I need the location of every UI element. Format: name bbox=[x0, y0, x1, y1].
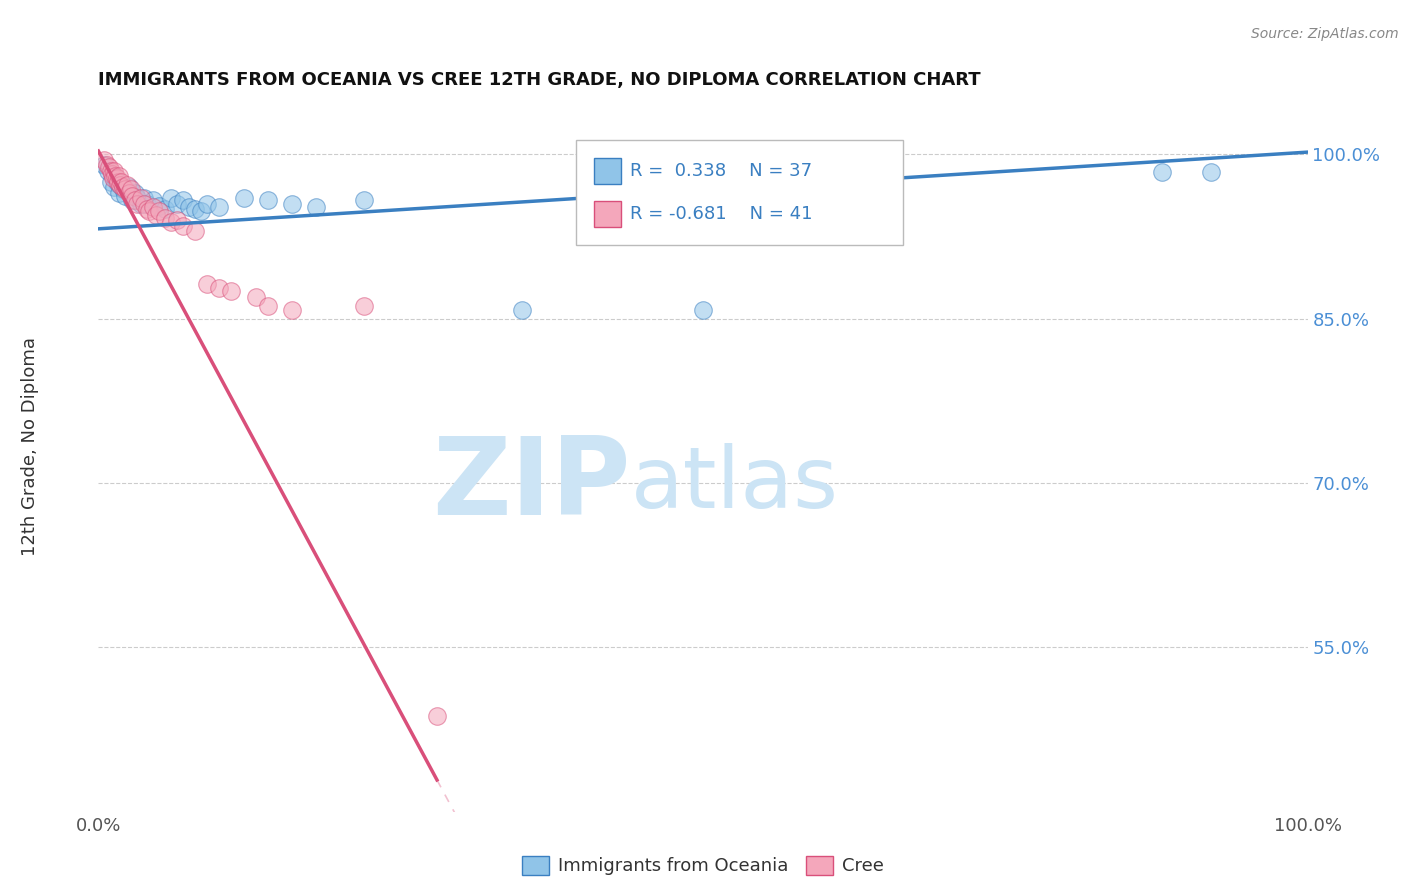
Point bbox=[692, 302, 714, 317]
Point bbox=[93, 153, 115, 167]
Point bbox=[145, 208, 167, 222]
Point bbox=[232, 191, 254, 205]
Text: Source: ZipAtlas.com: Source: ZipAtlas.com bbox=[1251, 27, 1399, 41]
Point bbox=[103, 163, 125, 178]
Point bbox=[100, 175, 122, 189]
Point bbox=[108, 186, 131, 200]
Point bbox=[124, 194, 146, 208]
Point bbox=[195, 277, 218, 291]
Point bbox=[166, 196, 188, 211]
Point bbox=[120, 182, 142, 196]
Point bbox=[129, 191, 152, 205]
Point bbox=[245, 290, 267, 304]
Point bbox=[105, 175, 128, 189]
Point bbox=[172, 219, 194, 233]
Point bbox=[98, 161, 121, 175]
Point bbox=[118, 180, 141, 194]
Point bbox=[281, 196, 304, 211]
Point bbox=[208, 281, 231, 295]
Point bbox=[129, 196, 152, 211]
Point bbox=[1152, 165, 1174, 179]
Point bbox=[426, 709, 449, 723]
Point bbox=[160, 191, 183, 205]
Text: 12th Grade, No Diploma: 12th Grade, No Diploma bbox=[21, 336, 39, 556]
Point bbox=[127, 196, 149, 211]
Point bbox=[134, 191, 156, 205]
Point bbox=[114, 189, 136, 203]
Point bbox=[105, 171, 128, 186]
Point bbox=[153, 202, 176, 216]
Point bbox=[121, 194, 143, 208]
Point bbox=[104, 169, 127, 184]
Point bbox=[195, 196, 218, 211]
Point bbox=[353, 299, 375, 313]
Text: ZIP: ZIP bbox=[432, 432, 630, 538]
Text: atlas: atlas bbox=[630, 443, 838, 526]
Point bbox=[96, 158, 118, 172]
Point bbox=[208, 200, 231, 214]
Legend: Immigrants from Oceania, Cree: Immigrants from Oceania, Cree bbox=[515, 849, 891, 883]
Point bbox=[190, 204, 212, 219]
Point bbox=[117, 178, 139, 192]
Text: R =  0.338    N = 37: R = 0.338 N = 37 bbox=[630, 162, 813, 180]
Text: R = -0.681    N = 41: R = -0.681 N = 41 bbox=[630, 205, 813, 223]
Point bbox=[142, 200, 165, 214]
FancyBboxPatch shape bbox=[595, 201, 621, 227]
Point bbox=[114, 182, 136, 196]
Point bbox=[124, 186, 146, 200]
Point bbox=[108, 178, 131, 192]
Point bbox=[111, 180, 134, 194]
Point bbox=[1199, 165, 1222, 179]
Point bbox=[177, 200, 201, 214]
Point bbox=[100, 167, 122, 181]
FancyBboxPatch shape bbox=[595, 158, 621, 185]
Point bbox=[172, 194, 194, 208]
Point bbox=[101, 169, 124, 184]
Point bbox=[281, 302, 304, 317]
Point bbox=[138, 204, 160, 219]
Point bbox=[134, 196, 156, 211]
Point bbox=[108, 178, 131, 192]
Point bbox=[110, 175, 132, 189]
Point bbox=[97, 163, 120, 178]
Point bbox=[166, 213, 188, 227]
Point bbox=[108, 169, 131, 184]
FancyBboxPatch shape bbox=[576, 140, 903, 244]
Point bbox=[256, 194, 278, 208]
Point bbox=[184, 224, 207, 238]
Point bbox=[93, 158, 115, 172]
Point bbox=[153, 211, 176, 225]
Point bbox=[142, 194, 165, 208]
Point bbox=[135, 202, 157, 216]
Point bbox=[353, 194, 375, 208]
Point bbox=[111, 182, 134, 196]
Point bbox=[101, 171, 124, 186]
Text: IMMIGRANTS FROM OCEANIA VS CREE 12TH GRADE, NO DIPLOMA CORRELATION CHART: IMMIGRANTS FROM OCEANIA VS CREE 12TH GRA… bbox=[98, 71, 981, 89]
Point bbox=[221, 285, 243, 299]
Point bbox=[510, 302, 533, 317]
Point bbox=[135, 196, 157, 211]
Point bbox=[148, 204, 170, 219]
Point bbox=[305, 200, 328, 214]
Point bbox=[107, 175, 129, 189]
Point bbox=[100, 163, 122, 178]
Point bbox=[184, 202, 207, 216]
Point bbox=[148, 199, 170, 213]
Point bbox=[121, 189, 143, 203]
Point bbox=[127, 191, 149, 205]
Point bbox=[103, 180, 125, 194]
Point bbox=[256, 299, 278, 313]
Point bbox=[160, 215, 183, 229]
Point bbox=[118, 186, 141, 200]
